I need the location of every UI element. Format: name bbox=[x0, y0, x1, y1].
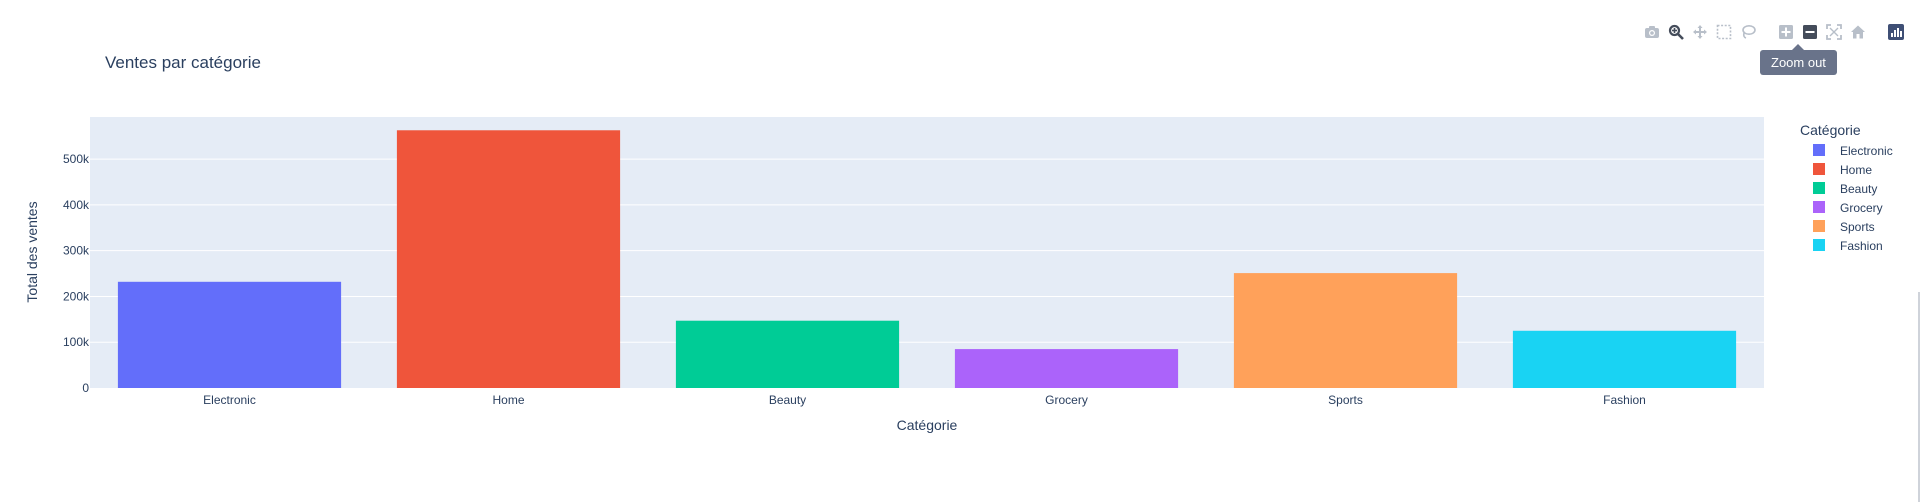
plotly-logo-icon[interactable] bbox=[1884, 21, 1908, 43]
y-axis-title: Total des ventes bbox=[24, 201, 40, 302]
scrollbar-thumb[interactable] bbox=[1918, 292, 1920, 502]
legend-item-label[interactable]: Grocery bbox=[1840, 201, 1883, 215]
legend-item-label[interactable]: Sports bbox=[1840, 220, 1875, 234]
x-tick-label: Grocery bbox=[1045, 393, 1088, 407]
pan-icon[interactable] bbox=[1688, 21, 1712, 43]
legend-swatch[interactable] bbox=[1813, 201, 1825, 213]
y-tick-label: 500k bbox=[63, 152, 90, 166]
box-select-icon[interactable] bbox=[1712, 21, 1736, 43]
x-axis-ticks: Electronic Home Beauty Grocery Sports Fashion bbox=[203, 393, 1646, 407]
bar-sports[interactable] bbox=[1233, 273, 1458, 388]
legend-title: Catégorie bbox=[1800, 122, 1861, 138]
y-axis-ticks: 0 100k 200k 300k 400k 500k bbox=[63, 152, 90, 395]
x-tick-label: Home bbox=[492, 393, 524, 407]
lasso-icon[interactable] bbox=[1736, 21, 1760, 43]
y-tick-label: 300k bbox=[63, 244, 90, 258]
bar-home[interactable] bbox=[396, 130, 621, 389]
bars bbox=[117, 130, 1737, 389]
bar-grocery[interactable] bbox=[954, 349, 1179, 388]
zoom-out-tooltip: Zoom out bbox=[1760, 44, 1837, 75]
legend-item-label[interactable]: Electronic bbox=[1840, 144, 1893, 158]
plot-area[interactable] bbox=[90, 117, 1764, 388]
legend-swatch[interactable] bbox=[1813, 220, 1825, 232]
legend-swatch[interactable] bbox=[1813, 144, 1825, 156]
modebar bbox=[1640, 21, 1908, 43]
zoom-out-icon[interactable] bbox=[1798, 21, 1822, 43]
legend: Electronic Home Beauty Grocery Sports Fashion bbox=[1813, 144, 1893, 253]
legend-item-label[interactable]: Beauty bbox=[1840, 182, 1877, 196]
x-axis-title: Catégorie bbox=[897, 417, 958, 433]
legend-item-label[interactable]: Home bbox=[1840, 163, 1872, 177]
camera-icon[interactable] bbox=[1640, 21, 1664, 43]
bar-beauty[interactable] bbox=[675, 320, 900, 388]
y-tick-label: 100k bbox=[63, 335, 90, 349]
grid-lines bbox=[90, 158, 1764, 343]
zoom-icon[interactable] bbox=[1664, 21, 1688, 43]
bar-electronic[interactable] bbox=[117, 281, 342, 388]
zoom-in-icon[interactable] bbox=[1774, 21, 1798, 43]
x-tick-label: Beauty bbox=[769, 393, 806, 407]
y-tick-label: 200k bbox=[63, 289, 90, 303]
bar-fashion[interactable] bbox=[1512, 330, 1737, 388]
x-tick-label: Fashion bbox=[1603, 393, 1646, 407]
legend-swatch[interactable] bbox=[1813, 182, 1825, 194]
x-tick-label: Sports bbox=[1328, 393, 1363, 407]
x-tick-label: Electronic bbox=[203, 393, 256, 407]
y-tick-label: 400k bbox=[63, 198, 90, 212]
chart-title: Ventes par catégorie bbox=[105, 53, 261, 72]
legend-item-label[interactable]: Fashion bbox=[1840, 239, 1883, 253]
autoscale-icon[interactable] bbox=[1822, 21, 1846, 43]
legend-swatch[interactable] bbox=[1813, 239, 1825, 251]
y-tick-label: 0 bbox=[82, 381, 89, 395]
legend-swatch[interactable] bbox=[1813, 163, 1825, 175]
home-icon[interactable] bbox=[1846, 21, 1870, 43]
